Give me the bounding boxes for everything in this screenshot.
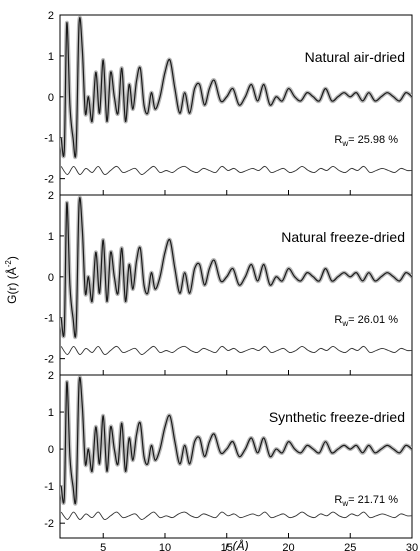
rw-value: = 21.71 % [348, 494, 398, 506]
panel-frame [59, 194, 413, 376]
observed-data-series [60, 375, 412, 506]
x-tick-label: 5 [100, 542, 106, 551]
panel-frame [59, 14, 413, 196]
difference-series [60, 165, 412, 176]
x-tick-label: 15 [221, 542, 233, 551]
panel-2: -2 -1 0 1 2 Natural freeze-dried Rw= 26.01 % [44, 190, 413, 376]
y-axis-label-sup: -2 [4, 260, 13, 268]
rw-subscript: w [341, 319, 348, 328]
y-tick-label: -1 [44, 133, 54, 145]
panel-1: -2 -1 0 1 2 Natural air-dried Rw= 25.98 % [44, 10, 413, 196]
rw-value: = 25.98 % [348, 134, 398, 146]
rw-subscript: w [341, 139, 348, 148]
fit-series [60, 197, 412, 338]
sample-label: Natural air-dried [305, 49, 405, 65]
fit-series [60, 376, 412, 505]
y-axis-label: G(r) (Å-2) [4, 256, 19, 304]
x-tick-label: 30 [406, 542, 418, 551]
y-tick-label: -1 [44, 481, 54, 493]
difference-series [60, 345, 412, 356]
y-tick-label: 0 [48, 92, 54, 104]
x-axis-label: r (Å) [225, 538, 248, 551]
sample-label: Natural freeze-dried [281, 229, 405, 245]
plot-area [60, 195, 412, 356]
y-tick-label: 0 [48, 272, 54, 284]
plot-area [60, 15, 412, 176]
y-tick-label: 2 [48, 10, 54, 22]
rw-value: = 26.01 % [348, 314, 398, 326]
x-tick-label: 10 [159, 542, 171, 551]
rw-label: Rw= 25.98 % [334, 134, 398, 148]
difference-series [60, 511, 412, 521]
y-tick-label: -2 [44, 518, 54, 530]
rw-symbol: R [334, 494, 342, 506]
fit-series [60, 17, 412, 158]
y-tick-label: 1 [48, 231, 54, 243]
y-axis-label-main: G(r) (Å [4, 267, 19, 304]
rw-label: Rw= 26.01 % [334, 314, 398, 328]
x-tick-label: 20 [282, 542, 294, 551]
y-tick-label: -2 [44, 174, 54, 186]
y-tick-label: 2 [48, 190, 54, 202]
y-tick-label: 2 [48, 370, 54, 382]
x-tick-label: 25 [344, 542, 356, 551]
y-tick-label: -2 [44, 354, 54, 366]
sample-label: Synthetic freeze-dried [269, 409, 405, 425]
rw-symbol: R [334, 134, 342, 146]
rw-subscript: w [341, 499, 348, 508]
y-tick-label: 1 [48, 407, 54, 419]
rw-symbol: R [334, 314, 342, 326]
panel-frame [59, 374, 413, 539]
y-tick-label: -1 [44, 313, 54, 325]
y-axis-label-end: ) [5, 256, 19, 260]
rw-label: Rw= 21.71 % [334, 494, 398, 508]
y-tick-label: 0 [48, 444, 54, 456]
plot-area [60, 375, 412, 521]
y-tick-label: 1 [48, 51, 54, 63]
